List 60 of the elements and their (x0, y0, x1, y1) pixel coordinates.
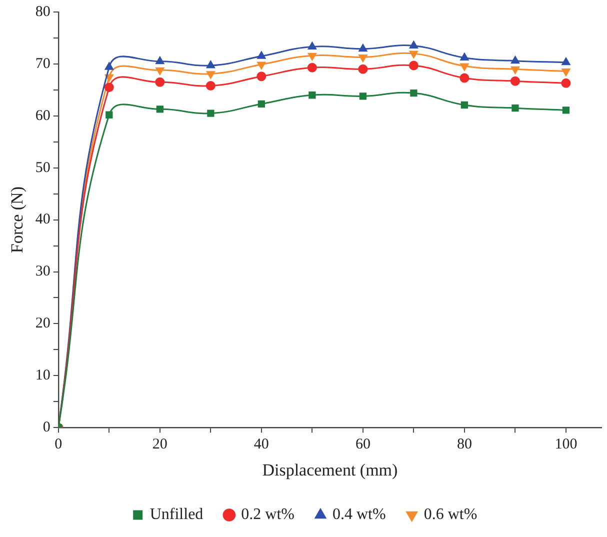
point (155, 77, 165, 87)
point (156, 56, 164, 64)
point (562, 106, 570, 114)
point (460, 101, 468, 109)
point (359, 92, 367, 100)
point (258, 100, 266, 108)
legend-label: 0.2 wt% (241, 506, 294, 524)
x-tick-label: 0 (54, 436, 62, 453)
x-tick-label: 60 (355, 436, 370, 453)
point (104, 62, 114, 70)
point (207, 110, 214, 117)
point (562, 68, 570, 76)
point (206, 81, 216, 91)
x-axis-title: Displacement (mm) (262, 460, 398, 480)
point (206, 71, 215, 79)
point (156, 106, 164, 113)
point (307, 62, 317, 72)
y-tick-label: 0 (42, 420, 50, 436)
point (308, 92, 316, 99)
y-tick-label: 10 (35, 368, 50, 384)
point (409, 50, 418, 58)
point (358, 44, 368, 52)
x-tick-label: 100 (554, 436, 578, 453)
point (460, 73, 470, 83)
point (409, 41, 418, 49)
y-tick-label: 20 (35, 316, 50, 332)
legend-label: Unfilled (150, 506, 204, 524)
point (358, 54, 368, 62)
point (510, 76, 520, 86)
point (156, 67, 164, 75)
y-tick-label: 40 (35, 212, 50, 228)
y-tick-label: 80 (35, 4, 50, 20)
point (561, 78, 571, 88)
point (460, 63, 469, 71)
point (460, 52, 469, 60)
point (358, 64, 368, 74)
point (257, 51, 266, 59)
y-tick-label: 30 (35, 264, 50, 280)
point (410, 89, 418, 97)
point (308, 52, 316, 60)
x-tick-label: 80 (456, 436, 472, 453)
x-tick-label: 20 (152, 436, 168, 453)
point (511, 56, 520, 64)
point (104, 82, 114, 92)
point (257, 62, 266, 70)
y-axis-title: Force (N) (8, 186, 27, 254)
point (408, 60, 418, 70)
point (256, 72, 266, 82)
point (511, 66, 520, 74)
x-tick-label: 40 (254, 436, 269, 453)
legend-label: 0.6 wt% (424, 506, 478, 524)
point (512, 104, 519, 112)
point (106, 111, 113, 118)
y-tick-label: 70 (35, 56, 50, 72)
y-tick-label: 60 (35, 108, 50, 124)
point (308, 42, 316, 50)
legend-label: 0.4 wt% (332, 506, 386, 524)
point (562, 58, 570, 66)
y-tick-label: 50 (35, 160, 50, 176)
point (206, 60, 215, 68)
